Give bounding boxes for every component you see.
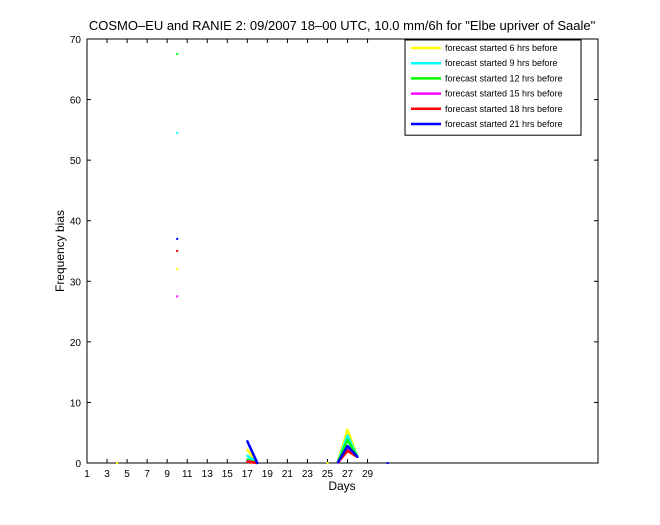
x-tick-label: 27 [342, 469, 354, 480]
data-point [246, 448, 249, 451]
y-tick-label: 60 [70, 96, 82, 107]
data-point [346, 445, 349, 447]
x-tick-label: 9 [164, 469, 170, 480]
x-tick-label: 13 [202, 469, 214, 480]
x-tick-label: 25 [322, 469, 334, 480]
legend-label: forecast started 6 hrs before [445, 43, 558, 53]
data-point [176, 268, 179, 271]
data-point [346, 434, 349, 437]
y-tick-label: 40 [70, 217, 82, 228]
x-tick-label: 3 [104, 469, 110, 480]
series-line [247, 460, 258, 465]
x-axis-label: Days [328, 479, 355, 493]
data-point [346, 439, 349, 441]
data-point [116, 462, 119, 464]
series-layer [116, 53, 389, 465]
plot-frame [86, 38, 599, 464]
x-tick-label: 11 [182, 469, 193, 480]
x-tick-label: 29 [362, 469, 374, 480]
y-tick-label: 0 [75, 459, 81, 470]
y-tick-label: 50 [70, 156, 82, 167]
data-point [246, 440, 249, 443]
legend-label: forecast started 12 hrs before [445, 73, 563, 83]
x-tick-label: 7 [144, 469, 150, 480]
x-tick-label: 21 [282, 469, 294, 480]
data-point [326, 462, 329, 464]
x-tick-label: 17 [242, 469, 254, 480]
data-point [386, 462, 389, 464]
data-point [176, 53, 179, 56]
series-line [246, 440, 259, 464]
y-axis-label: Frequency bias [53, 210, 67, 292]
data-point [246, 458, 249, 461]
y-tick-label: 70 [70, 35, 82, 46]
series-1 [116, 268, 359, 464]
y-tick-label: 20 [70, 338, 82, 349]
data-point [256, 462, 259, 464]
x-tick-label: 15 [222, 469, 234, 480]
series-3 [176, 53, 359, 465]
data-point [176, 237, 179, 240]
legend-label: forecast started 21 hrs before [445, 119, 563, 129]
data-point [176, 295, 179, 298]
y-tick-label: 10 [70, 398, 82, 409]
data-point [246, 460, 249, 463]
legend: forecast started 6 hrs before forecast st… [404, 39, 582, 136]
series-6 [176, 237, 389, 464]
data-point [246, 454, 249, 457]
series-5 [176, 250, 359, 465]
legend-label: forecast started 18 hrs before [445, 104, 563, 114]
x-tick-label: 19 [262, 469, 274, 480]
x-tick-label: 1 [84, 469, 90, 480]
data-point [346, 428, 349, 431]
data-point [176, 250, 179, 252]
x-tick-label: 23 [302, 469, 314, 480]
x-tick-label: 5 [124, 469, 130, 480]
chart-title: COSMO–EU and RANIE 2: 09/2007 18–00 UTC,… [89, 18, 596, 33]
y-tick-label: 30 [70, 277, 82, 288]
series-2 [176, 131, 359, 465]
legend-box [404, 39, 582, 136]
series-4 [176, 295, 359, 465]
data-point [176, 131, 179, 134]
data-point [356, 455, 359, 458]
legend-label: forecast started 9 hrs before [445, 58, 558, 68]
data-point [346, 449, 349, 452]
legend-label: forecast started 15 hrs before [445, 89, 563, 99]
